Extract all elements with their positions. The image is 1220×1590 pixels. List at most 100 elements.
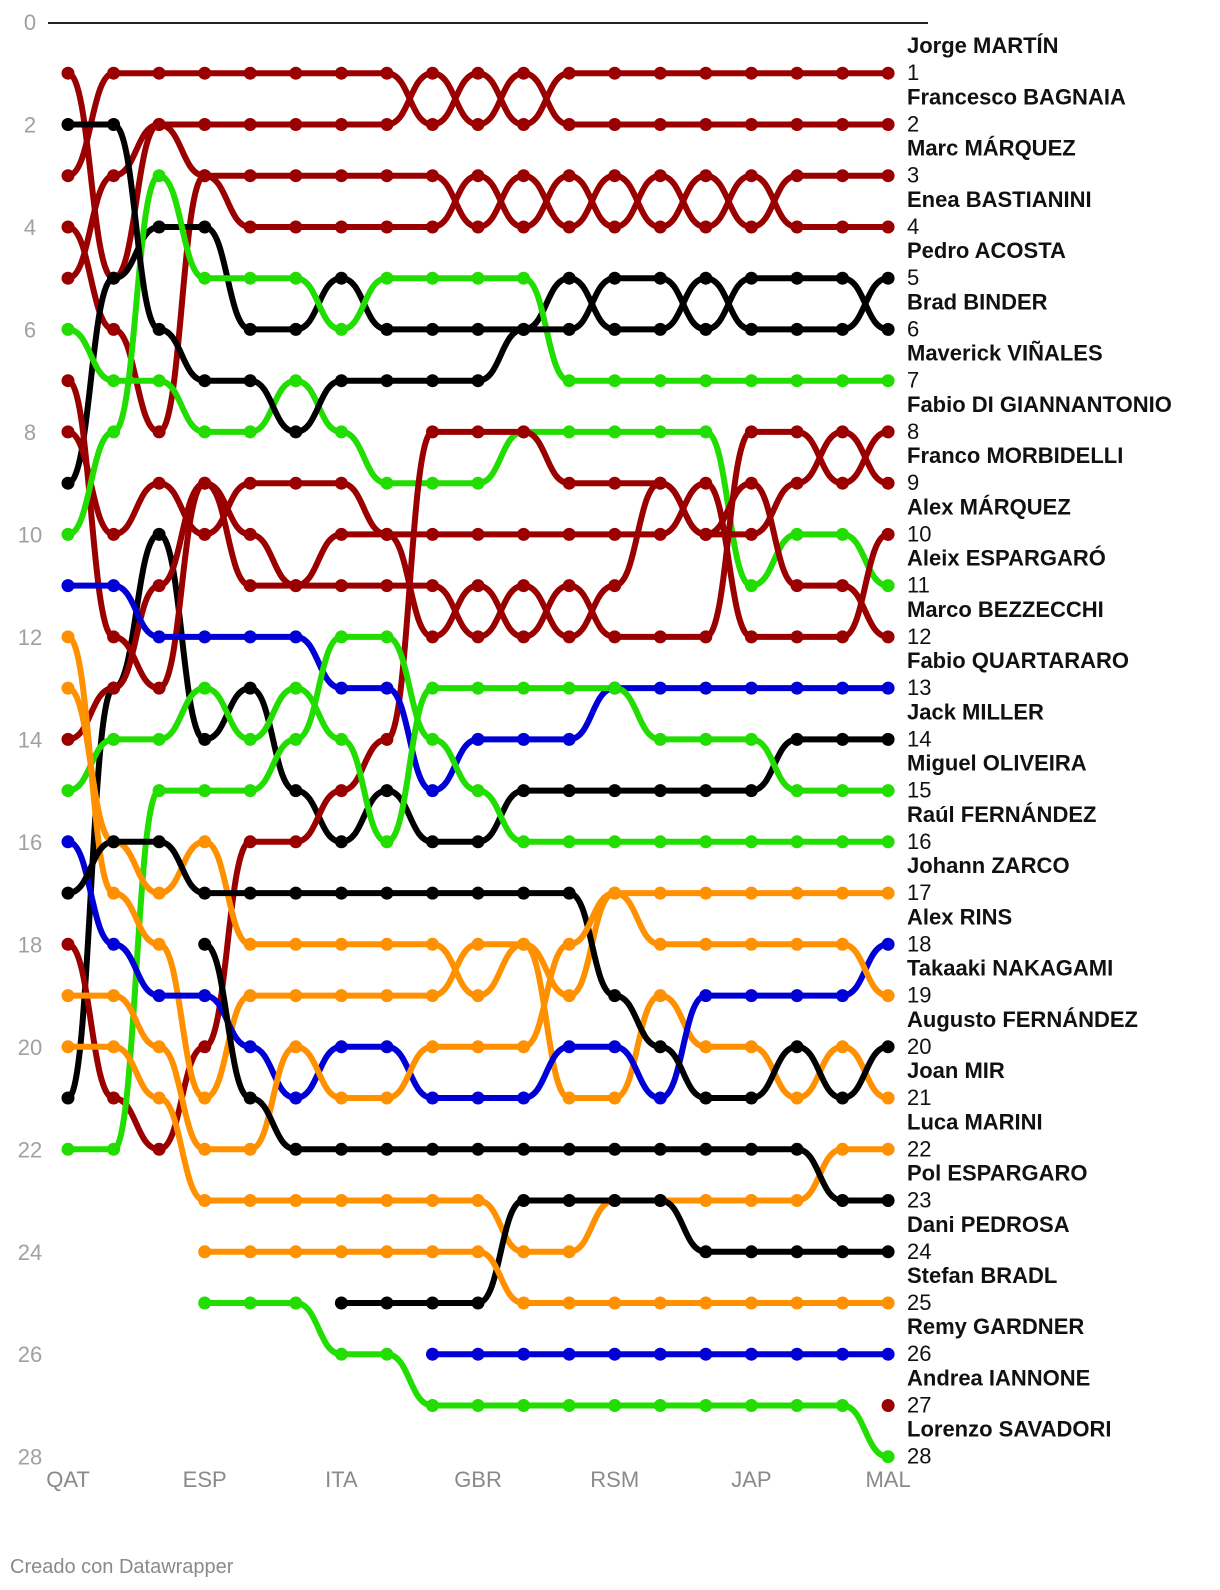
data-point (881, 220, 895, 234)
data-point (562, 886, 576, 900)
data-point (790, 1091, 804, 1105)
y-tick-label: 24 (18, 1240, 42, 1265)
data-point (744, 937, 758, 951)
data-point (107, 886, 121, 900)
data-point (790, 425, 804, 439)
rider-name-label: Fabio DI GIANNANTONIO (907, 392, 1172, 417)
data-point (289, 681, 303, 695)
data-point (653, 1091, 667, 1105)
data-point (653, 322, 667, 336)
rider-position-label: 28 (907, 1444, 931, 1469)
data-point (517, 579, 531, 593)
data-point (517, 1347, 531, 1361)
rider-name-label: Marc MÁRQUEZ (907, 136, 1076, 161)
data-point (380, 527, 394, 541)
data-point (243, 630, 257, 644)
data-point (836, 476, 849, 490)
data-point (836, 1245, 849, 1259)
data-point (61, 476, 75, 490)
rider-name-label: Maverick VIÑALES (907, 341, 1103, 366)
data-point (608, 886, 622, 900)
data-point (699, 835, 713, 849)
data-point (790, 374, 804, 388)
data-point (198, 220, 212, 234)
data-point (426, 1399, 439, 1412)
data-point (426, 118, 439, 131)
data-point (653, 1194, 667, 1207)
data-point (380, 1091, 394, 1105)
data-point (471, 784, 485, 798)
data-point (380, 66, 394, 80)
data-point (699, 220, 713, 234)
data-point (790, 220, 804, 234)
data-point (562, 732, 576, 746)
data-point (289, 425, 303, 439)
data-point (198, 425, 212, 439)
data-point (243, 271, 257, 285)
rider-name-label: Pol ESPARGARO (907, 1161, 1088, 1186)
data-point (380, 1194, 394, 1207)
data-point (653, 374, 667, 388)
data-point (152, 886, 166, 900)
data-point (881, 1040, 895, 1054)
data-point (426, 784, 439, 798)
data-point (517, 1040, 531, 1054)
data-point (289, 271, 303, 285)
data-point (836, 118, 849, 131)
rider-name-label: Andrea IANNONE (907, 1365, 1090, 1390)
rider-name-label: Brad BINDER (907, 289, 1048, 314)
data-point (517, 1142, 531, 1156)
data-point (152, 220, 166, 234)
data-point (289, 1091, 303, 1105)
data-point (608, 66, 622, 80)
data-point (152, 66, 166, 80)
data-point (562, 681, 576, 695)
data-point (744, 630, 758, 644)
data-point (289, 1142, 303, 1156)
data-point (699, 989, 713, 1003)
rider-position-label: 11 (907, 573, 930, 598)
data-point (380, 1296, 394, 1310)
data-point (380, 1040, 394, 1054)
data-point (471, 989, 485, 1003)
data-point (198, 630, 212, 644)
data-point (426, 630, 439, 644)
data-point (744, 322, 758, 336)
data-point (608, 1142, 622, 1156)
data-point (881, 118, 895, 131)
data-point (471, 118, 485, 131)
data-point (198, 1296, 212, 1310)
data-point (562, 1399, 576, 1412)
data-point (152, 989, 166, 1003)
data-point (517, 1399, 531, 1412)
data-point (471, 630, 485, 644)
data-point (61, 271, 75, 285)
data-point (471, 169, 485, 183)
data-point (744, 1142, 758, 1156)
data-point (790, 1142, 804, 1156)
data-point (198, 937, 212, 951)
data-point (334, 66, 348, 80)
data-point (198, 527, 212, 541)
rider-position-label: 26 (907, 1341, 931, 1366)
data-point (426, 732, 439, 746)
data-point (243, 1296, 257, 1310)
data-point (562, 169, 576, 183)
data-point (243, 835, 257, 849)
data-point (653, 835, 667, 849)
data-point (790, 527, 804, 541)
data-point (334, 579, 348, 593)
data-point (289, 66, 303, 80)
data-point (289, 1194, 303, 1207)
y-tick-label: 20 (18, 1035, 42, 1060)
data-point (471, 937, 485, 951)
x-tick-label: ITA (325, 1467, 358, 1492)
data-point (608, 220, 622, 234)
data-point (152, 732, 166, 746)
series-line (65, 531, 892, 1101)
data-point (881, 784, 895, 798)
data-point (152, 1040, 166, 1054)
data-point (198, 732, 212, 746)
data-point (699, 732, 713, 746)
data-point (562, 1142, 576, 1156)
